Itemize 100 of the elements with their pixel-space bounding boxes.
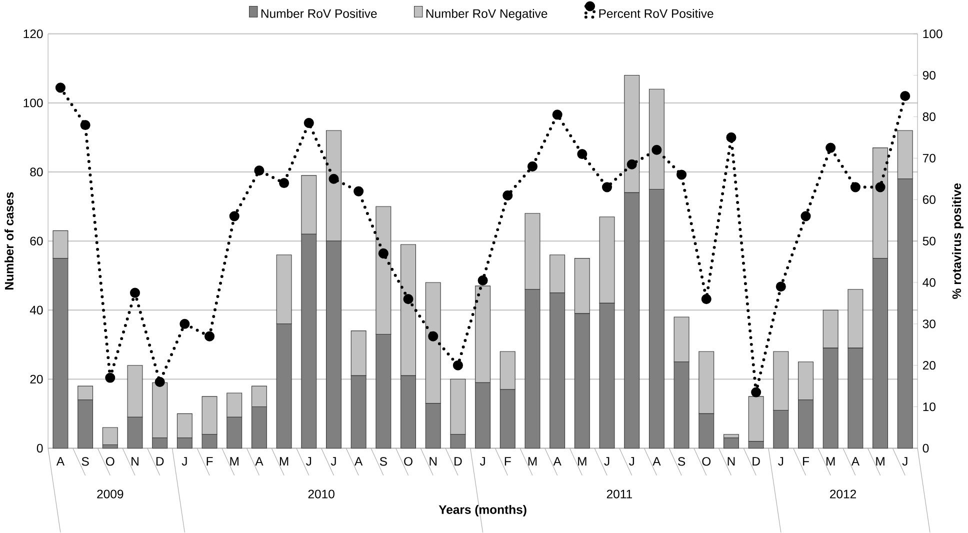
point (577, 149, 588, 160)
point (776, 282, 786, 292)
point (130, 288, 140, 298)
point (378, 248, 388, 259)
bar (102, 427, 118, 446)
y2-tick-label: 50 (922, 236, 936, 246)
x-tick-label: A (652, 457, 661, 466)
x-tick-label: N (430, 457, 437, 466)
y-tick-label: 80 (30, 168, 43, 176)
point (180, 319, 190, 330)
x-tick-label: M (578, 457, 586, 466)
y2-tick-label: 20 (922, 361, 936, 370)
y-axis-title: Number of cases (4, 192, 14, 290)
text: 2009 (97, 490, 124, 499)
x-tick-label: J (480, 457, 485, 466)
y2-tick-label: 60 (922, 195, 936, 204)
y2-tick-label: 40 (922, 278, 936, 287)
x-tick-label: J (306, 457, 312, 466)
point (900, 91, 910, 102)
point (55, 82, 66, 93)
point (676, 170, 687, 180)
point (850, 182, 860, 192)
point (626, 159, 637, 170)
x-tick-label: N (728, 457, 735, 466)
y-tick-label: 100 (24, 98, 43, 108)
text: 2012 (830, 490, 856, 499)
y2-tick-label: 70 (922, 154, 936, 163)
point (527, 162, 538, 172)
point (602, 182, 612, 192)
y2-tick-label: 30 (922, 320, 936, 328)
legend-label: Number RoV Negative (426, 9, 548, 20)
x-tick-label: M (876, 457, 884, 466)
point (502, 190, 513, 201)
point (254, 166, 264, 176)
text: 2010 (308, 490, 334, 499)
x-tick-label: F (206, 457, 213, 466)
x-axis-title: Years (months) (438, 505, 526, 517)
x-tick-label: F (504, 457, 511, 466)
x-tick-label: A (255, 457, 264, 466)
y2-tick-label: 0 (922, 444, 929, 453)
point (552, 110, 562, 120)
point (478, 276, 488, 286)
point (328, 174, 339, 184)
x-tick-label: J (628, 457, 634, 466)
x-tick-label: J (330, 457, 336, 466)
point (452, 360, 463, 371)
point (229, 211, 240, 222)
x-tick-label: O (702, 457, 711, 466)
x-tick-label: A (354, 457, 363, 466)
x-tick-label: D (156, 457, 164, 466)
x-tick-label: M (528, 457, 537, 466)
x-tick-label: O (106, 457, 114, 466)
x-tick-label: A (553, 457, 562, 466)
x-tick-label: S (82, 457, 89, 466)
text: 2011 (606, 490, 632, 499)
point (800, 211, 811, 222)
point (204, 331, 215, 342)
x-tick-label: M (230, 457, 238, 466)
y2-tick-label: 100 (923, 30, 942, 38)
y-tick-label: 0 (36, 444, 43, 453)
point (304, 118, 314, 128)
bar (723, 438, 739, 449)
y-tick-label: 60 (30, 236, 43, 246)
legend-label: Number RoV Positive (261, 9, 377, 18)
point (80, 120, 90, 130)
y2-tick-label: 10 (923, 402, 936, 412)
legend-label: Percent RoV Positive (599, 9, 714, 18)
x-tick-label: J (604, 457, 610, 466)
x-tick-label: A (56, 457, 65, 466)
point (701, 294, 712, 304)
x-tick-label: D (454, 457, 462, 466)
y-tick-label: 20 (30, 374, 43, 384)
x-tick-label: S (678, 457, 686, 466)
y2-tick-label: 80 (922, 112, 936, 122)
y-tick-label: 120 (24, 30, 43, 38)
y-tick-label: 40 (30, 306, 43, 315)
x-tick-label: J (902, 457, 908, 466)
point (826, 142, 836, 153)
point (354, 186, 364, 196)
point (105, 372, 116, 383)
x-tick-label: O (404, 457, 412, 466)
x-tick-label: F (803, 457, 810, 466)
point (875, 182, 886, 192)
x-tick-label: D (752, 457, 760, 466)
y2-axis-title: % rotavirus positive (952, 183, 964, 299)
x-tick-label: A (851, 457, 860, 466)
x-tick-label: M (280, 457, 288, 466)
point (652, 144, 662, 156)
point (428, 331, 438, 342)
x-tick-label: M (826, 457, 835, 466)
point (726, 132, 736, 143)
x-tick-label: J (182, 457, 187, 466)
point (751, 387, 762, 398)
point (154, 377, 165, 388)
x-tick-label: N (132, 457, 138, 466)
x-tick-label: S (380, 457, 387, 466)
x-tick-label: J (778, 457, 784, 466)
point (279, 178, 290, 188)
y2-tick-label: 90 (922, 71, 936, 80)
point (403, 294, 414, 304)
